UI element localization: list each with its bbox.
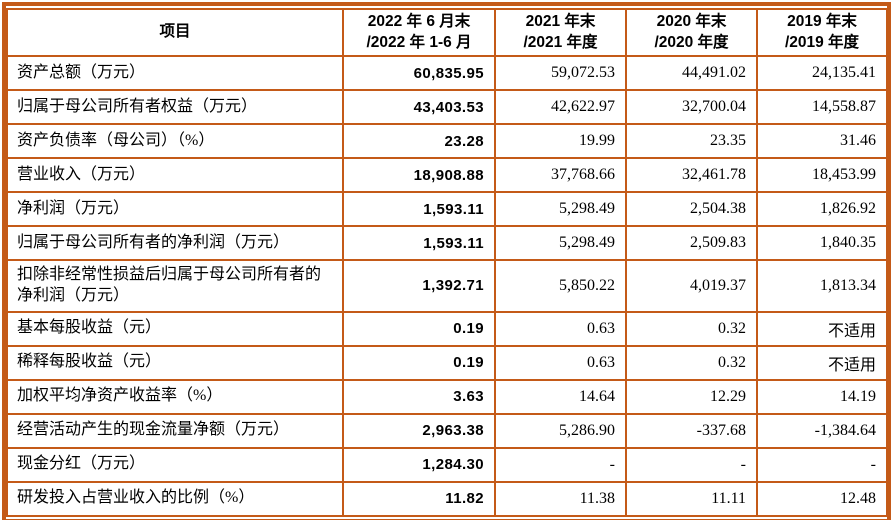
value-cell: 43,403.53 — [342, 89, 496, 125]
value-cell: 59,072.53 — [494, 55, 627, 91]
value-cell: 24,135.41 — [756, 55, 888, 91]
value-cell: 2,504.38 — [625, 191, 758, 227]
row-label-cell: 研发投入占营业收入的比例（%） — [6, 480, 344, 517]
value-cell: 31.46 — [756, 123, 888, 159]
period-line2: /2020 年度 — [654, 33, 729, 51]
value-cell: - — [756, 446, 888, 483]
table-row: 加权平均净资产收益率（%） 3.63 14.64 12.29 14.19 — [6, 378, 888, 415]
value-cell: 不适用 — [756, 310, 888, 347]
table-row: 经营活动产生的现金流量净额（万元） 2,963.38 5,286.90 -337… — [6, 412, 888, 449]
value-cell: 11.38 — [494, 480, 627, 517]
value-cell: 1,826.92 — [756, 191, 888, 227]
period-line1: 2021 年末 — [525, 13, 596, 31]
row-label-cell: 资产负债率（母公司）（%） — [6, 123, 344, 159]
value-cell: 1,392.71 — [342, 259, 496, 313]
value-cell: 5,850.22 — [494, 259, 627, 313]
period-header-cell-2022: 2022 年 6 月末 /2022 年 1-6 月 — [342, 8, 496, 57]
row-label-cell: 经营活动产生的现金流量净额（万元） — [6, 412, 344, 449]
table-row: 净利润（万元） 1,593.11 5,298.49 2,504.38 1,826… — [6, 191, 888, 227]
value-cell: -1,384.64 — [756, 412, 888, 449]
table-row: 资产总额（万元） 60,835.95 59,072.53 44,491.02 2… — [6, 55, 888, 91]
value-cell: 11.82 — [342, 480, 496, 517]
value-cell: 23.35 — [625, 123, 758, 159]
value-cell: 2,509.83 — [625, 225, 758, 261]
value-cell: 0.63 — [494, 344, 627, 381]
value-cell: 0.32 — [625, 310, 758, 347]
header-row: 项目 2022 年 6 月末 /2022 年 1-6 月 2021 年末 /20… — [6, 8, 888, 57]
value-cell: - — [494, 446, 627, 483]
item-header-cell: 项目 — [6, 8, 344, 57]
row-label-cell: 资产总额（万元） — [6, 55, 344, 91]
value-cell: 5,286.90 — [494, 412, 627, 449]
table-row: 归属于母公司所有者权益（万元） 43,403.53 42,622.97 32,7… — [6, 89, 888, 125]
row-label-cell: 营业收入（万元） — [6, 157, 344, 193]
value-cell: 42,622.97 — [494, 89, 627, 125]
period-header-cell-2019: 2019 年末 /2019 年度 — [756, 8, 888, 57]
value-cell: 11.11 — [625, 480, 758, 517]
table-row: 稀释每股收益（元） 0.19 0.63 0.32 不适用 — [6, 344, 888, 381]
row-label-cell: 扣除非经常性损益后归属于母公司所有者的净利润（万元） — [6, 259, 344, 313]
value-cell: 0.19 — [342, 344, 496, 381]
period-line2: /2019 年度 — [784, 33, 860, 51]
value-cell: 60,835.95 — [342, 55, 496, 91]
value-cell: 0.63 — [494, 310, 627, 347]
value-cell: 14.19 — [756, 378, 888, 415]
value-cell: 14.64 — [494, 378, 627, 415]
row-label-cell: 基本每股收益（元） — [6, 310, 344, 347]
value-cell: 3.63 — [342, 378, 496, 415]
value-cell: 23.28 — [342, 123, 496, 159]
value-cell: 5,298.49 — [494, 225, 627, 261]
period-line2: /2021 年度 — [523, 33, 598, 51]
value-cell: - — [625, 446, 758, 483]
value-cell: 12.48 — [756, 480, 888, 517]
table-row: 研发投入占营业收入的比例（%） 11.82 11.38 11.11 12.48 — [6, 480, 888, 517]
value-cell: 1,593.11 — [342, 225, 496, 261]
value-cell: 14,558.87 — [756, 89, 888, 125]
row-label-cell: 稀释每股收益（元） — [6, 344, 344, 381]
value-cell: 不适用 — [756, 344, 888, 381]
row-label-cell: 净利润（万元） — [6, 191, 344, 227]
value-cell: 18,453.99 — [756, 157, 888, 193]
value-cell: 1,840.35 — [756, 225, 888, 261]
value-cell: -337.68 — [625, 412, 758, 449]
table-row: 归属于母公司所有者的净利润（万元） 1,593.11 5,298.49 2,50… — [6, 225, 888, 261]
period-line2: /2022 年 1-6 月 — [366, 33, 472, 51]
value-cell: 0.32 — [625, 344, 758, 381]
value-cell: 32,700.04 — [625, 89, 758, 125]
row-label-cell: 现金分红（万元） — [6, 446, 344, 483]
row-label-cell: 归属于母公司所有者权益（万元） — [6, 89, 344, 125]
period-header-cell-2021: 2021 年末 /2021 年度 — [494, 8, 627, 57]
value-cell: 1,813.34 — [756, 259, 888, 313]
data-table: 项目 2022 年 6 月末 /2022 年 1-6 月 2021 年末 /20… — [6, 8, 888, 517]
value-cell: 0.19 — [342, 310, 496, 347]
row-label-cell: 加权平均净资产收益率（%） — [6, 378, 344, 415]
value-cell: 37,768.66 — [494, 157, 627, 193]
table-row: 营业收入（万元） 18,908.88 37,768.66 32,461.78 1… — [6, 157, 888, 193]
value-cell: 19.99 — [494, 123, 627, 159]
value-cell: 5,298.49 — [494, 191, 627, 227]
table-row: 现金分红（万元） 1,284.30 - - - — [6, 446, 888, 483]
period-line1: 2020 年末 — [656, 13, 727, 31]
table-row: 资产负债率（母公司）（%） 23.28 19.99 23.35 31.46 — [6, 123, 888, 159]
period-line1: 2019 年末 — [787, 13, 857, 31]
period-line1: 2022 年 6 月末 — [367, 13, 471, 31]
value-cell: 44,491.02 — [625, 55, 758, 91]
table-row: 基本每股收益（元） 0.19 0.63 0.32 不适用 — [6, 310, 888, 347]
value-cell: 18,908.88 — [342, 157, 496, 193]
row-label-cell: 归属于母公司所有者的净利润（万元） — [6, 225, 344, 261]
period-header-cell-2020: 2020 年末 /2020 年度 — [625, 8, 758, 57]
table-row: 扣除非经常性损益后归属于母公司所有者的净利润（万元） 1,392.71 5,85… — [6, 259, 888, 313]
value-cell: 2,963.38 — [342, 412, 496, 449]
value-cell: 12.29 — [625, 378, 758, 415]
value-cell: 1,593.11 — [342, 191, 496, 227]
value-cell: 4,019.37 — [625, 259, 758, 313]
value-cell: 1,284.30 — [342, 446, 496, 483]
value-cell: 32,461.78 — [625, 157, 758, 193]
